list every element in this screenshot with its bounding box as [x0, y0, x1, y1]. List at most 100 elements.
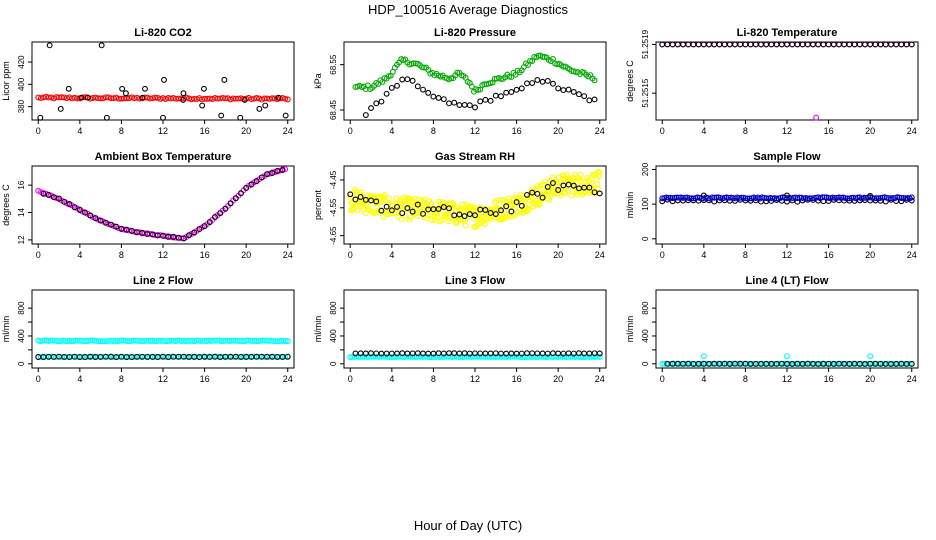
data-point — [729, 360, 736, 367]
data-point — [898, 195, 905, 201]
data-point — [37, 95, 44, 102]
data-point — [227, 200, 234, 207]
data-point — [525, 205, 532, 212]
data-point — [873, 195, 880, 201]
data-point — [264, 171, 270, 178]
data-point — [736, 195, 743, 201]
data-point — [752, 41, 759, 48]
data-point — [378, 207, 385, 214]
y-axis-label: ml/min — [1, 316, 11, 343]
data-point — [761, 195, 768, 201]
data-point — [858, 360, 865, 367]
x-tick-label: 12 — [782, 374, 792, 384]
data-point — [877, 195, 884, 201]
data-point — [120, 337, 127, 344]
data-point — [809, 195, 815, 202]
chart-panel: Line 3 Flow ml/min 0 4 8 12 16 20 24 0 400 800 — [313, 275, 607, 384]
data-point — [838, 360, 845, 367]
data-point — [234, 337, 241, 344]
data-point — [669, 195, 676, 202]
data-point — [178, 235, 185, 242]
data-point — [765, 360, 772, 367]
data-point — [744, 360, 751, 367]
data-point — [723, 360, 730, 367]
chart-title: Line 3 Flow — [445, 275, 505, 287]
data-point — [503, 89, 510, 96]
data-point — [671, 360, 678, 367]
data-point — [279, 167, 286, 173]
data-point — [218, 112, 225, 119]
data-point — [713, 194, 720, 201]
data-point — [527, 57, 534, 64]
data-point — [440, 353, 447, 360]
data-point — [680, 195, 686, 201]
data-point — [462, 222, 469, 229]
data-point — [882, 41, 889, 48]
y-tick-label: 0 — [329, 361, 338, 366]
data-point — [143, 337, 150, 344]
data-point — [721, 41, 728, 48]
data-point — [424, 353, 431, 360]
data-point — [414, 83, 421, 90]
data-point — [591, 77, 598, 84]
data-point — [513, 353, 520, 360]
data-point — [830, 41, 837, 48]
y-tick-label: 100 — [641, 197, 650, 211]
data-point — [284, 338, 291, 345]
data-point — [222, 205, 229, 212]
data-point — [362, 112, 369, 118]
data-point — [771, 360, 778, 367]
data-point — [867, 41, 874, 48]
data-point — [430, 93, 437, 100]
x-tick-label: 16 — [824, 126, 834, 136]
data-point — [121, 226, 127, 233]
y-tick-label: 800 — [329, 301, 338, 315]
chart-panel: Gas Stream RH percent 0 4 8 12 16 20 24 -4.65 -4.5… — [313, 151, 607, 260]
data-point — [409, 208, 416, 215]
data-point — [78, 94, 85, 101]
data-point — [821, 194, 828, 201]
data-point — [269, 170, 276, 177]
data-point — [890, 194, 896, 201]
data-point — [524, 80, 530, 87]
data-point — [586, 354, 593, 360]
data-point — [879, 360, 886, 367]
data-point — [430, 354, 437, 360]
data-point — [781, 360, 788, 367]
data-point — [243, 185, 250, 191]
x-tick-label: 12 — [470, 126, 480, 136]
chart-title: Line 4 (LT) Flow — [746, 275, 829, 287]
x-tick-label: 20 — [865, 250, 875, 260]
data-point — [688, 360, 695, 367]
data-point — [272, 338, 279, 345]
data-point — [550, 80, 556, 87]
data-point — [130, 337, 137, 344]
data-point — [594, 185, 601, 192]
data-point — [185, 337, 191, 344]
data-point — [725, 194, 732, 201]
data-point — [900, 361, 907, 367]
data-point — [692, 360, 699, 367]
data-point — [702, 360, 709, 367]
data-point — [571, 171, 578, 178]
data-point — [833, 360, 840, 367]
data-point — [128, 227, 135, 234]
data-point — [890, 361, 896, 367]
data-point — [212, 214, 218, 220]
data-point — [456, 211, 463, 218]
data-point — [518, 202, 525, 209]
data-point — [591, 96, 598, 103]
data-point — [726, 41, 733, 48]
plot-frame — [343, 41, 607, 121]
data-point — [492, 354, 499, 360]
data-point — [440, 204, 447, 211]
data-point — [410, 60, 417, 67]
x-tick-label: 20 — [241, 250, 251, 260]
data-point — [373, 198, 380, 205]
x-tick-label: 24 — [595, 374, 605, 384]
data-point — [472, 104, 478, 111]
data-point — [451, 99, 458, 106]
data-point — [488, 353, 495, 360]
data-point — [594, 181, 601, 188]
data-point — [284, 96, 291, 103]
